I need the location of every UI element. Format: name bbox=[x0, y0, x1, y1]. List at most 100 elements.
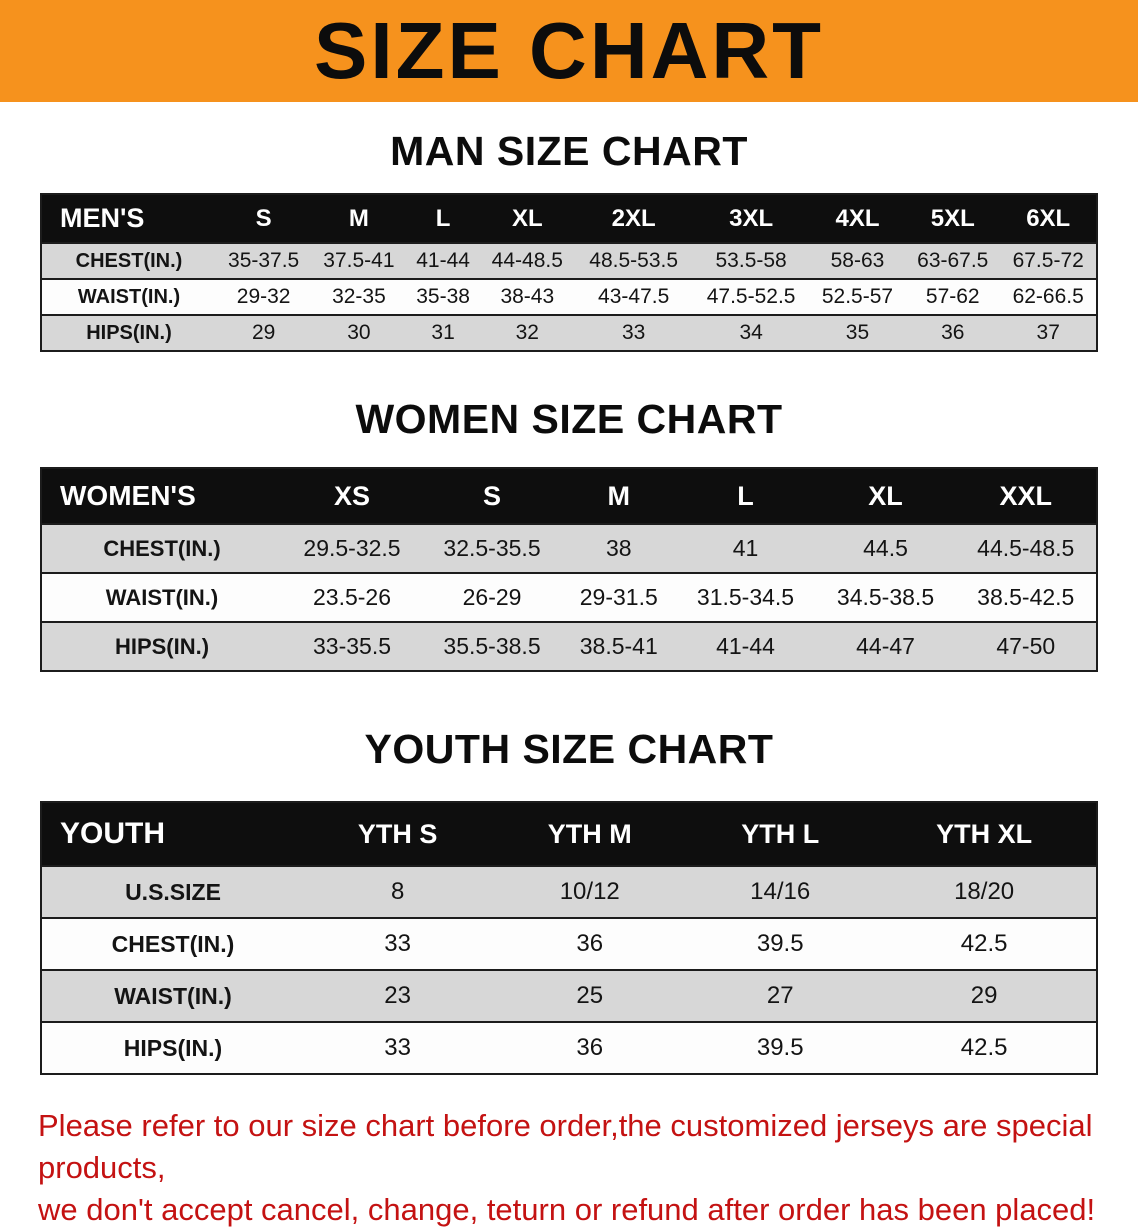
table-cell: 44.5 bbox=[815, 523, 956, 573]
table-cell: 32-35 bbox=[311, 278, 407, 315]
table-corner-label: YOUTH bbox=[41, 802, 304, 866]
row-label: WAIST(IN.) bbox=[41, 572, 282, 622]
table-cell: 29-31.5 bbox=[562, 572, 676, 622]
table-cell: 63-67.5 bbox=[905, 242, 1001, 279]
order-notice: Please refer to our size chart before or… bbox=[38, 1105, 1100, 1231]
table-cell: 41-44 bbox=[675, 621, 816, 671]
table-cell: 14/16 bbox=[688, 865, 873, 918]
table-row: CHEST(IN.) 33 36 39.5 42.5 bbox=[41, 917, 1097, 970]
column-header: S bbox=[422, 468, 563, 524]
column-header: M bbox=[311, 194, 407, 243]
table-cell: 32 bbox=[479, 314, 575, 351]
table-cell: 58-63 bbox=[809, 242, 906, 279]
table-cell: 33 bbox=[304, 1021, 492, 1074]
table-cell: 41 bbox=[675, 523, 816, 573]
row-label: WAIST(IN.) bbox=[41, 278, 216, 315]
table-cell: 29-32 bbox=[216, 278, 312, 315]
table-cell: 39.5 bbox=[688, 1021, 873, 1074]
row-label: CHEST(IN.) bbox=[41, 523, 282, 573]
column-header: M bbox=[562, 468, 676, 524]
row-label: U.S.SIZE bbox=[41, 865, 304, 918]
table-cell: 33 bbox=[304, 917, 492, 970]
table-row: HIPS(IN.) 33 36 39.5 42.5 bbox=[41, 1021, 1097, 1074]
table-corner-label: MEN'S bbox=[41, 194, 216, 243]
table-row: HIPS(IN.) 33-35.5 35.5-38.5 38.5-41 41-44 44-… bbox=[41, 621, 1097, 671]
table-cell: 36 bbox=[905, 314, 1001, 351]
table-cell: 48.5-53.5 bbox=[574, 242, 693, 279]
table-cell: 57-62 bbox=[905, 278, 1001, 315]
table-cell: 23 bbox=[304, 969, 492, 1022]
table-cell: 52.5-57 bbox=[809, 278, 906, 315]
table-cell: 35.5-38.5 bbox=[422, 621, 563, 671]
table-cell: 39.5 bbox=[688, 917, 873, 970]
row-label: WAIST(IN.) bbox=[41, 969, 304, 1022]
column-header: XXL bbox=[955, 468, 1097, 524]
table-header-row: YOUTH YTH S YTH M YTH L YTH XL bbox=[41, 802, 1097, 866]
column-header: 4XL bbox=[809, 194, 906, 243]
column-header: 5XL bbox=[905, 194, 1001, 243]
notice-line-2: we don't accept cancel, change, teturn o… bbox=[38, 1191, 1096, 1227]
notice-line-1: Please refer to our size chart before or… bbox=[38, 1108, 1093, 1185]
table-row: WAIST(IN.) 23.5-26 26-29 29-31.5 31.5-34.5 34… bbox=[41, 572, 1097, 622]
table-cell: 34 bbox=[692, 314, 810, 351]
table-cell: 67.5-72 bbox=[1000, 242, 1097, 279]
table-cell: 36 bbox=[491, 1021, 689, 1074]
table-cell: 38.5-41 bbox=[562, 621, 676, 671]
table-row: WAIST(IN.) 23 25 27 29 bbox=[41, 969, 1097, 1022]
column-header: YTH L bbox=[688, 802, 873, 866]
table-cell: 47.5-52.5 bbox=[692, 278, 810, 315]
table-cell: 31 bbox=[406, 314, 480, 351]
table-cell: 33-35.5 bbox=[282, 621, 423, 671]
youth-size-chart-section: YOUTH SIZE CHART YOUTH YTH S YTH M YTH L YTH… bbox=[0, 726, 1138, 1075]
table-cell: 29 bbox=[216, 314, 312, 351]
column-header: L bbox=[675, 468, 816, 524]
column-header: 2XL bbox=[574, 194, 693, 243]
table-cell: 44-47 bbox=[815, 621, 956, 671]
table-cell: 37.5-41 bbox=[311, 242, 407, 279]
table-cell: 44.5-48.5 bbox=[955, 523, 1097, 573]
table-cell: 41-44 bbox=[406, 242, 480, 279]
column-header: L bbox=[406, 194, 480, 243]
table-row: WAIST(IN.) 29-32 32-35 35-38 38-43 43-47.5 47.… bbox=[41, 278, 1097, 315]
mens-size-table: MEN'S S M L XL 2XL 3XL 4XL 5XL 6XL CHEST(IN.) 35-37… bbox=[40, 193, 1098, 352]
table-header-row: WOMEN'S XS S M L XL XXL bbox=[41, 468, 1097, 524]
table-cell: 8 bbox=[304, 865, 492, 918]
table-row: CHEST(IN.) 35-37.5 37.5-41 41-44 44-48.5 48.5… bbox=[41, 242, 1097, 279]
banner: SIZE CHART bbox=[0, 0, 1138, 102]
table-cell: 29.5-32.5 bbox=[282, 523, 423, 573]
womens-size-table: WOMEN'S XS S M L XL XXL CHEST(IN.) 29.5-32.5 32.5… bbox=[40, 467, 1098, 672]
table-cell: 30 bbox=[311, 314, 407, 351]
table-cell: 34.5-38.5 bbox=[815, 572, 956, 622]
table-cell: 42.5 bbox=[872, 917, 1097, 970]
row-label: HIPS(IN.) bbox=[41, 1021, 304, 1074]
table-row: CHEST(IN.) 29.5-32.5 32.5-35.5 38 41 44.5 44.5… bbox=[41, 523, 1097, 573]
table-cell: 10/12 bbox=[491, 865, 689, 918]
table-row: U.S.SIZE 8 10/12 14/16 18/20 bbox=[41, 865, 1097, 918]
table-cell: 32.5-35.5 bbox=[422, 523, 563, 573]
table-cell: 27 bbox=[688, 969, 873, 1022]
table-cell: 26-29 bbox=[422, 572, 563, 622]
column-header: XL bbox=[479, 194, 575, 243]
column-header: XL bbox=[815, 468, 956, 524]
table-cell: 38.5-42.5 bbox=[955, 572, 1097, 622]
table-cell: 33 bbox=[574, 314, 693, 351]
table-cell: 62-66.5 bbox=[1000, 278, 1097, 315]
column-header: 3XL bbox=[692, 194, 810, 243]
table-cell: 37 bbox=[1000, 314, 1097, 351]
table-cell: 53.5-58 bbox=[692, 242, 810, 279]
table-cell: 25 bbox=[491, 969, 689, 1022]
column-header: YTH S bbox=[304, 802, 492, 866]
column-header: 6XL bbox=[1000, 194, 1097, 243]
women-size-chart-section: WOMEN SIZE CHART WOMEN'S XS S M L XL XXL CHEST(… bbox=[0, 396, 1138, 672]
table-cell: 35 bbox=[809, 314, 906, 351]
women-size-chart-heading: WOMEN SIZE CHART bbox=[355, 396, 783, 442]
table-cell: 38 bbox=[562, 523, 676, 573]
row-label: CHEST(IN.) bbox=[41, 917, 304, 970]
row-label: HIPS(IN.) bbox=[41, 621, 282, 671]
man-size-chart-section: MAN SIZE CHART MEN'S S M L XL 2XL 3XL 4XL 5XL 6XL… bbox=[0, 128, 1138, 352]
table-cell: 31.5-34.5 bbox=[675, 572, 816, 622]
table-cell: 23.5-26 bbox=[282, 572, 423, 622]
column-header: XS bbox=[282, 468, 423, 524]
table-cell: 29 bbox=[872, 969, 1097, 1022]
